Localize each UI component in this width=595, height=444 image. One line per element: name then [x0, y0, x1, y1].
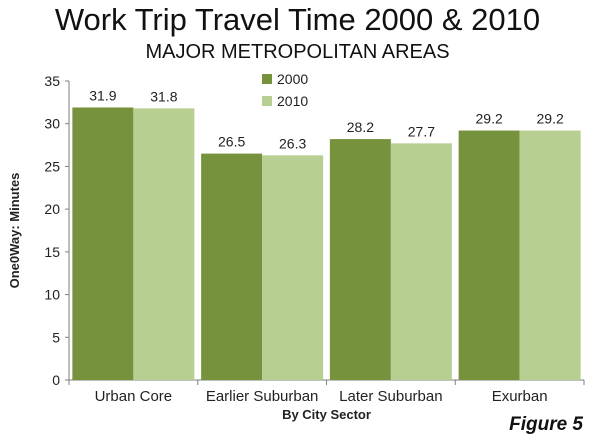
data-label: 29.2	[537, 111, 564, 127]
x-category-label: Urban Core	[95, 388, 173, 405]
bar-2000	[201, 153, 263, 380]
y-tick-label: 15	[44, 244, 60, 260]
x-category-label: Exurban	[492, 388, 548, 405]
data-label: 26.5	[218, 134, 245, 150]
data-label: 27.7	[408, 123, 435, 139]
y-tick-label: 30	[44, 116, 60, 132]
x-category-label: Earlier Suburban	[206, 388, 319, 405]
data-label: 26.3	[279, 135, 306, 151]
bar-2010	[390, 143, 452, 380]
y-tick-label: 35	[44, 73, 60, 89]
bar-2010	[133, 108, 195, 380]
y-tick-label: 25	[44, 158, 60, 174]
chart-title: Work Trip Travel Time 2000 & 2010	[54, 2, 541, 37]
x-category-label: Later Suburban	[339, 388, 442, 405]
legend-swatch-2010	[262, 96, 272, 106]
chart-subtitle: MAJOR METROPOLITAN AREAS	[145, 41, 450, 63]
bar-2000	[329, 139, 391, 380]
y-tick-label: 20	[44, 201, 60, 217]
data-label: 31.8	[150, 88, 177, 104]
legend-label: 2010	[277, 93, 308, 109]
bar-2010	[519, 130, 581, 380]
y-tick-label: 10	[44, 287, 60, 303]
bar-2000	[458, 130, 520, 380]
y-axis-title: One0Way: Minutes	[7, 173, 22, 289]
bar-2010	[262, 155, 324, 380]
data-label: 31.9	[89, 87, 116, 103]
y-tick-label: 0	[52, 372, 60, 388]
y-tick-label: 5	[52, 329, 60, 345]
figure-label: Figure 5	[509, 414, 583, 435]
legend-swatch-2000	[262, 74, 272, 84]
bar-2000	[72, 107, 134, 381]
data-label: 28.2	[347, 119, 374, 135]
data-label: 29.2	[476, 111, 503, 127]
x-axis-title: By City Sector	[282, 407, 371, 422]
legend-label: 2000	[277, 71, 308, 87]
